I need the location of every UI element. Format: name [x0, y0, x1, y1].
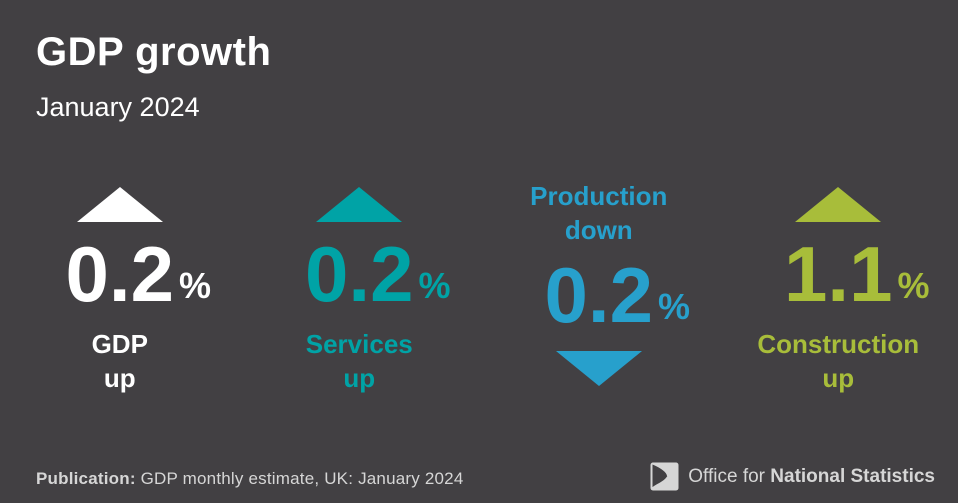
stat-services-value: 0.2% [305, 235, 450, 313]
ons-logo-icon [650, 462, 679, 491]
ons-logo-text-regular: Office for [688, 465, 771, 487]
stat-construction: 1.1% Construction up [719, 180, 958, 396]
stat-production-unit: % [657, 285, 690, 327]
ons-logo-text: Office for National Statistics [688, 466, 935, 488]
stat-construction-unit: % [897, 265, 930, 306]
up-arrow-icon [795, 187, 882, 222]
stats-row: 0.2% GDP up 0.2% Services up Production dow… [0, 180, 958, 396]
stat-production-label: Production down [530, 180, 667, 248]
stat-services-number: 0.2 [305, 230, 414, 318]
publication-text: GDP monthly estimate, UK: January 2024 [135, 469, 464, 488]
down-arrow-icon [555, 350, 642, 386]
stat-gdp: 0.2% GDP up [0, 180, 240, 396]
publication-label: Publication: [36, 469, 136, 488]
header: GDP growth January 2024 [36, 30, 271, 123]
stat-services-unit: % [418, 265, 451, 306]
stat-services-label-line2: up [343, 362, 376, 393]
stat-services-label: Services up [306, 328, 413, 396]
stat-gdp-label-line2: up [103, 362, 136, 393]
stat-production: Production down 0.2% [479, 180, 719, 396]
page-title: GDP growth [36, 30, 272, 74]
stat-services-label-line1: Services [305, 329, 413, 359]
ons-logo-text-bold: National Statistics [770, 465, 935, 487]
stat-production-label-line1: Production [530, 181, 668, 211]
stat-services: 0.2% Services up [240, 180, 480, 396]
stat-production-value: 0.2% [545, 256, 690, 334]
stat-gdp-label: GDP up [92, 328, 148, 396]
ons-logo: Office for National Statistics [650, 462, 935, 491]
page-subtitle: January 2024 [36, 92, 200, 122]
stat-gdp-value: 0.2% [66, 235, 211, 313]
stat-construction-label-line1: Construction [757, 329, 920, 359]
stat-construction-value: 1.1% [784, 235, 929, 313]
stat-construction-label-line2: up [822, 362, 855, 393]
stat-gdp-unit: % [178, 265, 211, 306]
stat-gdp-label-line1: GDP [91, 329, 148, 359]
stat-gdp-number: 0.2 [65, 230, 174, 318]
stat-production-label-line2: down [564, 214, 633, 245]
publication-note: Publication: GDP monthly estimate, UK: J… [36, 469, 464, 489]
stat-construction-label: Construction up [757, 328, 919, 396]
stat-construction-number: 1.1 [784, 230, 893, 318]
up-arrow-icon [76, 187, 163, 222]
up-arrow-icon [316, 187, 403, 222]
stat-production-number: 0.2 [544, 250, 653, 339]
